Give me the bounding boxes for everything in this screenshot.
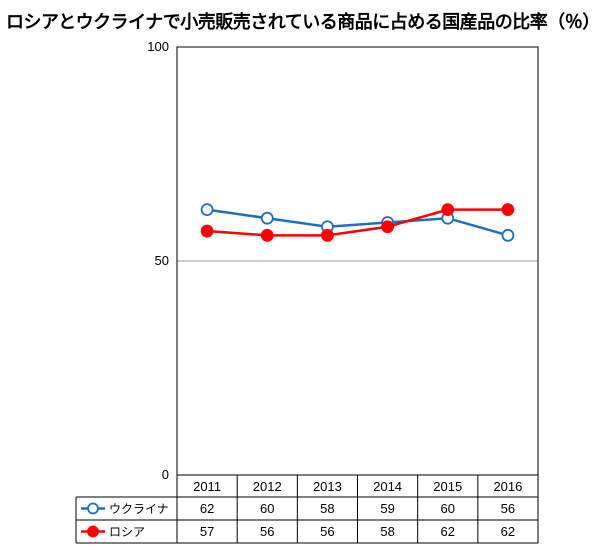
x-tick-label: 2015	[433, 479, 462, 494]
data-label: 56	[320, 524, 334, 539]
series-line	[206, 208, 508, 237]
data-point	[260, 228, 274, 242]
y-tick-label: 100	[147, 39, 169, 54]
data-label: 59	[380, 501, 394, 516]
data-point	[381, 220, 394, 234]
legend-marker	[87, 502, 99, 515]
data-point	[200, 224, 214, 238]
data-label: 62	[441, 524, 455, 539]
data-label: 58	[380, 524, 394, 539]
data-label: 62	[501, 524, 515, 539]
data-label: 60	[260, 501, 274, 516]
y-tick-label: 0	[162, 467, 169, 482]
data-point	[441, 203, 455, 217]
chart-title: ロシアとウクライナで小売販売されている商品に占める国産品の比率（％）	[6, 12, 600, 33]
legend-marker	[87, 525, 99, 538]
data-label: 57	[200, 524, 214, 539]
data-point	[321, 228, 334, 242]
data-label: 62	[200, 501, 214, 516]
data-point	[260, 211, 274, 225]
data-label: 56	[501, 501, 515, 516]
legend-label: ウクライナ	[109, 502, 169, 516]
x-tick-label: 2012	[253, 479, 282, 494]
x-tick-label: 2011	[193, 479, 221, 494]
x-tick-label: 2014	[373, 479, 402, 494]
data-label: 60	[441, 501, 455, 516]
data-label: 58	[320, 501, 334, 516]
data-point	[501, 228, 515, 242]
data-point	[200, 203, 214, 217]
series-line	[206, 208, 509, 237]
x-tick-label: 2016	[493, 479, 522, 494]
x-tick-label: 2013	[313, 479, 342, 494]
data-label: 56	[260, 524, 274, 539]
legend-label: ロシア	[109, 525, 145, 539]
y-tick-label: 50	[155, 253, 169, 268]
data-point	[501, 203, 515, 217]
